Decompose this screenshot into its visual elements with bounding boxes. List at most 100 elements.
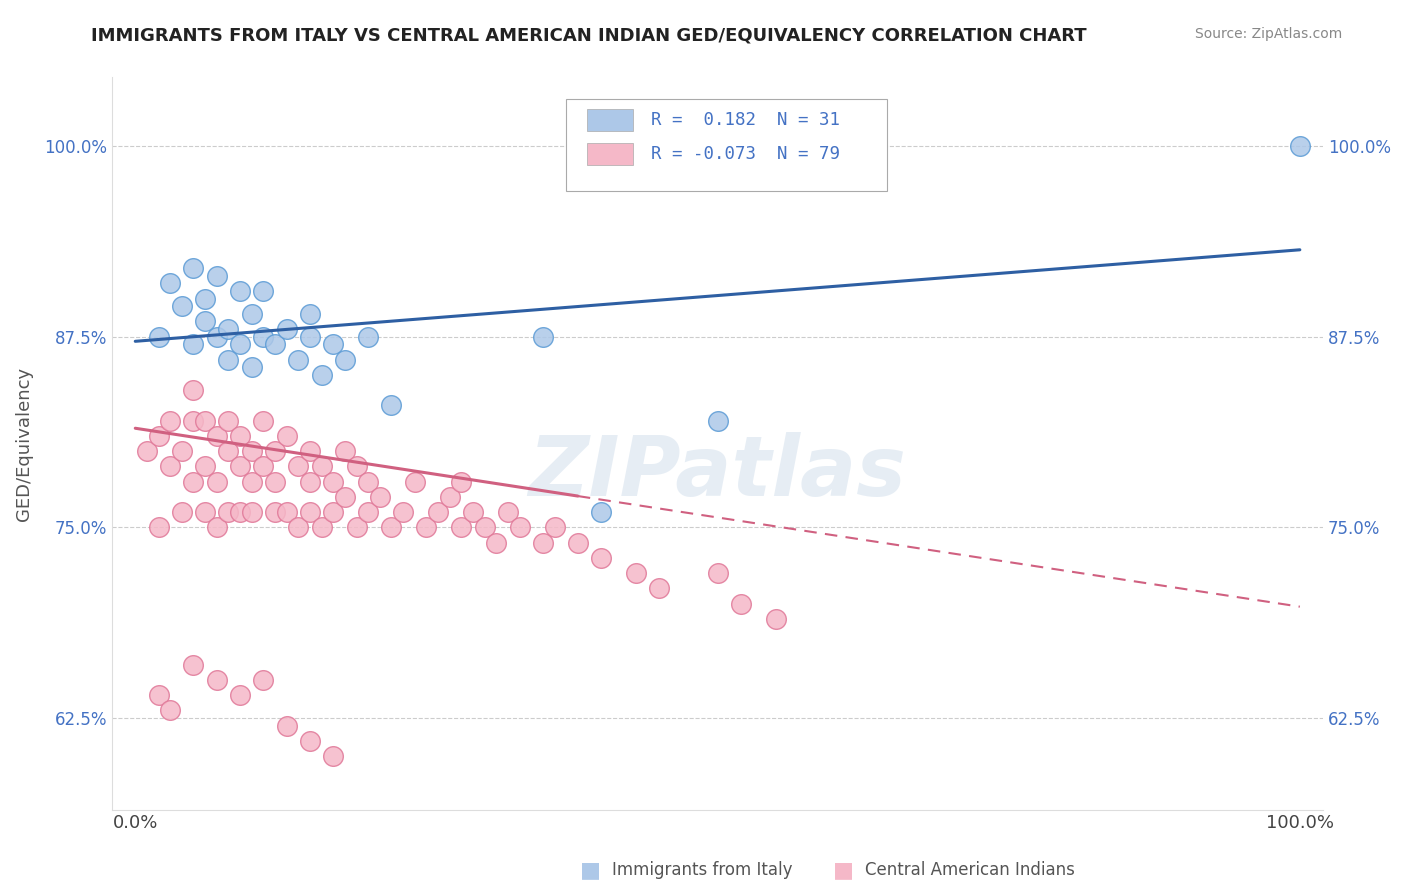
Point bbox=[205, 520, 228, 534]
Point bbox=[217, 505, 239, 519]
Point bbox=[217, 414, 239, 428]
Point bbox=[276, 719, 298, 733]
Point bbox=[591, 505, 613, 519]
Point bbox=[264, 505, 287, 519]
Point bbox=[276, 322, 298, 336]
Point bbox=[298, 307, 321, 321]
Point bbox=[205, 429, 228, 443]
Point bbox=[183, 475, 205, 489]
Point bbox=[148, 329, 170, 343]
Point bbox=[368, 490, 391, 504]
Point bbox=[474, 520, 496, 534]
Point bbox=[298, 444, 321, 458]
Point bbox=[450, 475, 472, 489]
Point bbox=[322, 337, 344, 351]
Point bbox=[183, 383, 205, 397]
Point bbox=[159, 459, 181, 474]
Point bbox=[357, 329, 380, 343]
Point bbox=[135, 444, 157, 458]
Point bbox=[229, 429, 252, 443]
Point bbox=[311, 368, 333, 382]
Point bbox=[240, 360, 263, 375]
Point bbox=[543, 520, 565, 534]
Point bbox=[148, 429, 170, 443]
Point bbox=[205, 268, 228, 283]
Text: ■: ■ bbox=[834, 860, 853, 880]
Point bbox=[217, 444, 239, 458]
Point bbox=[264, 475, 287, 489]
Point bbox=[461, 505, 484, 519]
Point bbox=[298, 505, 321, 519]
Point bbox=[183, 337, 205, 351]
Point bbox=[1289, 139, 1312, 153]
Point bbox=[380, 520, 402, 534]
Point bbox=[392, 505, 415, 519]
Text: Central American Indians: Central American Indians bbox=[865, 861, 1074, 879]
Point bbox=[183, 657, 205, 672]
Point bbox=[170, 505, 193, 519]
Point bbox=[183, 261, 205, 276]
Point bbox=[346, 459, 368, 474]
Point bbox=[194, 414, 217, 428]
Point bbox=[357, 505, 380, 519]
Point bbox=[276, 505, 298, 519]
Point bbox=[333, 352, 356, 367]
Point bbox=[298, 734, 321, 748]
Point bbox=[194, 314, 217, 328]
Point bbox=[252, 673, 274, 687]
Point bbox=[240, 444, 263, 458]
Point bbox=[485, 535, 508, 549]
Point bbox=[427, 505, 450, 519]
Point bbox=[322, 749, 344, 764]
Point bbox=[648, 582, 671, 596]
Point bbox=[252, 329, 274, 343]
Point bbox=[706, 566, 728, 581]
Point bbox=[240, 475, 263, 489]
FancyBboxPatch shape bbox=[586, 144, 633, 165]
Point bbox=[194, 459, 217, 474]
Point bbox=[205, 673, 228, 687]
Text: Source: ZipAtlas.com: Source: ZipAtlas.com bbox=[1195, 27, 1343, 41]
Point bbox=[531, 535, 554, 549]
Point bbox=[496, 505, 519, 519]
Point bbox=[531, 329, 554, 343]
Point bbox=[217, 322, 239, 336]
Point bbox=[159, 277, 181, 291]
Point bbox=[194, 505, 217, 519]
Point bbox=[159, 414, 181, 428]
Text: R =  0.182  N = 31: R = 0.182 N = 31 bbox=[651, 111, 839, 129]
Point bbox=[706, 414, 728, 428]
Point bbox=[240, 307, 263, 321]
Text: ZIPatlas: ZIPatlas bbox=[529, 433, 907, 513]
Point bbox=[194, 292, 217, 306]
Point bbox=[205, 329, 228, 343]
Point bbox=[298, 329, 321, 343]
Point bbox=[148, 520, 170, 534]
Point bbox=[357, 475, 380, 489]
Point bbox=[298, 475, 321, 489]
Point bbox=[287, 520, 309, 534]
Point bbox=[252, 414, 274, 428]
Point bbox=[205, 475, 228, 489]
Point bbox=[287, 459, 309, 474]
Point bbox=[264, 444, 287, 458]
Point bbox=[765, 612, 787, 626]
Point bbox=[252, 284, 274, 298]
Point bbox=[311, 520, 333, 534]
Point bbox=[229, 284, 252, 298]
Point bbox=[346, 520, 368, 534]
Text: Immigrants from Italy: Immigrants from Italy bbox=[612, 861, 792, 879]
Point bbox=[170, 444, 193, 458]
Point bbox=[415, 520, 437, 534]
Point bbox=[404, 475, 426, 489]
Point bbox=[276, 429, 298, 443]
Point bbox=[229, 337, 252, 351]
Point bbox=[287, 352, 309, 367]
Point bbox=[311, 459, 333, 474]
Point bbox=[380, 398, 402, 412]
Point bbox=[148, 688, 170, 702]
Point bbox=[509, 520, 531, 534]
Text: R = -0.073  N = 79: R = -0.073 N = 79 bbox=[651, 145, 839, 163]
Point bbox=[159, 703, 181, 717]
Point bbox=[333, 490, 356, 504]
